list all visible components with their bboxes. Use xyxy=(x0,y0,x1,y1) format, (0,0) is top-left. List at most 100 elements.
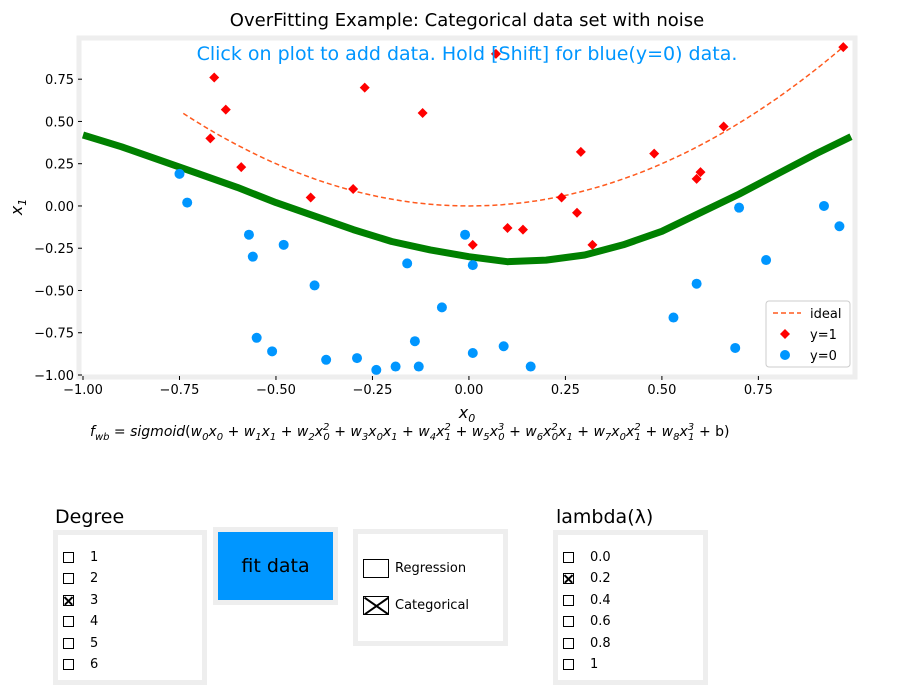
y-tick-label: −0.50 xyxy=(34,284,74,299)
lambda-checkbox[interactable] xyxy=(563,551,574,563)
data-point-y1 xyxy=(348,184,359,195)
degree-checkbox[interactable] xyxy=(63,551,74,563)
fit-data-button[interactable]: fit data xyxy=(213,527,338,605)
data-point-y1 xyxy=(305,192,316,203)
data-point-y1 xyxy=(502,222,513,233)
legend-y1-label: y=1 xyxy=(810,328,837,343)
data-point-y0 xyxy=(243,229,254,240)
data-point-y0 xyxy=(352,353,363,364)
degree-option[interactable]: 2 xyxy=(63,569,98,589)
degree-option[interactable]: 1 xyxy=(63,547,98,567)
lambda-checkbox[interactable] xyxy=(563,616,574,627)
degree-option[interactable]: 5 xyxy=(63,633,98,653)
lambda-option[interactable]: 0.2 xyxy=(563,569,611,589)
data-point-y1 xyxy=(359,82,370,93)
plot-click-instruction: Click on plot to add data. Hold [Shift] … xyxy=(197,43,738,65)
degree-checkbox[interactable] xyxy=(63,616,74,627)
data-point-y0 xyxy=(321,354,332,365)
data-point-y0 xyxy=(668,312,679,323)
y-axis: −1.00 −0.75 −0.50 −0.25 0.00 0.25 0.50 0.75 xyxy=(34,73,82,384)
x-tick-label: 0.00 xyxy=(454,383,483,398)
lambda-title: lambda(λ) xyxy=(556,506,654,528)
lambda-option-label: 1 xyxy=(590,657,599,672)
model-type-selector[interactable]: Regression Categorical xyxy=(353,529,508,646)
data-point-y1 xyxy=(236,162,247,173)
y-tick-label: 0.25 xyxy=(45,158,74,173)
fitted-decision-boundary xyxy=(81,131,853,266)
curve-layer xyxy=(81,46,853,266)
degree-selector[interactable]: 1 2 3 4 5 6 xyxy=(53,530,207,685)
model-type-option[interactable]: Categorical xyxy=(363,596,469,615)
fit-data-button-label[interactable]: fit data xyxy=(218,532,333,600)
y-tick-label: −0.75 xyxy=(34,327,74,342)
points-layer[interactable] xyxy=(174,42,849,375)
lambda-checkbox[interactable] xyxy=(563,659,574,670)
data-point-y1 xyxy=(575,146,586,157)
lambda-selector[interactable]: 0.0 0.2 0.4 0.6 0.8 1 xyxy=(553,530,708,685)
data-point-y1 xyxy=(220,104,231,115)
degree-checkbox[interactable] xyxy=(63,637,74,649)
degree-option-label: 3 xyxy=(90,592,99,608)
lambda-checkbox[interactable] xyxy=(563,594,574,606)
data-point-y0 xyxy=(182,197,193,208)
lambda-option[interactable]: 0.4 xyxy=(563,590,611,610)
degree-option[interactable]: 4 xyxy=(63,612,98,632)
lambda-option[interactable]: 0.8 xyxy=(563,633,611,653)
data-point-y1 xyxy=(209,72,220,83)
data-point-y1 xyxy=(649,148,660,159)
data-point-y0 xyxy=(413,361,424,372)
degree-checkbox[interactable] xyxy=(63,573,74,584)
legend-y0-swatch xyxy=(780,350,790,360)
degree-option-label: 4 xyxy=(90,614,99,629)
degree-option[interactable]: 3 xyxy=(63,590,98,610)
lambda-option[interactable]: 0.0 xyxy=(563,547,611,567)
data-point-y0 xyxy=(409,336,420,347)
model-type-checkbox[interactable] xyxy=(363,559,389,578)
data-point-y0 xyxy=(174,168,185,179)
data-point-y0 xyxy=(834,221,845,232)
lambda-option-label: 0.0 xyxy=(590,549,611,565)
data-point-y0 xyxy=(390,361,401,372)
degree-checkbox[interactable] xyxy=(63,659,74,670)
degree-option[interactable]: 6 xyxy=(63,655,98,675)
lambda-option[interactable]: 0.6 xyxy=(563,612,611,632)
data-point-y0 xyxy=(267,346,278,357)
data-point-y0 xyxy=(278,239,289,250)
data-point-y0 xyxy=(467,348,478,359)
model-type-label: Categorical xyxy=(395,598,470,613)
data-point-y0 xyxy=(734,202,745,213)
lambda-option[interactable]: 1 xyxy=(563,655,598,675)
degree-checkbox[interactable] xyxy=(63,594,74,606)
data-point-y0 xyxy=(309,280,320,291)
lambda-checkbox[interactable] xyxy=(563,573,574,584)
x-tick-label: 0.75 xyxy=(744,383,773,398)
data-point-y1 xyxy=(587,239,598,250)
data-point-y0 xyxy=(818,200,829,211)
data-point-y1 xyxy=(838,42,849,53)
x-axis-label: x0 xyxy=(458,403,475,425)
legend-ideal-label: ideal xyxy=(810,307,841,322)
model-type-checkbox[interactable] xyxy=(363,596,389,615)
degree-option-label: 6 xyxy=(90,657,99,672)
x-tick-label: −0.75 xyxy=(160,383,200,398)
data-point-y0 xyxy=(498,341,509,352)
lambda-checkbox[interactable] xyxy=(563,637,574,649)
data-point-y0 xyxy=(402,258,413,269)
model-type-option[interactable]: Regression xyxy=(363,559,466,578)
y-tick-label: 0.75 xyxy=(45,73,74,88)
chart-title: OverFitting Example: Categorical data se… xyxy=(230,10,704,31)
degree-option-label: 5 xyxy=(90,635,99,651)
data-point-y0 xyxy=(460,229,471,240)
x-axis: −1.00 −0.75 −0.50 −0.25 0.00 0.25 0.50 0.75 xyxy=(63,376,773,398)
lambda-option-label: 0.8 xyxy=(590,635,611,651)
y-tick-label: −0.25 xyxy=(34,242,74,257)
lambda-option-label: 0.4 xyxy=(590,592,611,608)
data-point-y1 xyxy=(467,239,478,250)
data-point-y0 xyxy=(691,278,702,289)
data-point-y0 xyxy=(761,255,772,266)
x-tick-label: −1.00 xyxy=(63,383,103,398)
data-point-y1 xyxy=(695,167,706,178)
data-point-y0 xyxy=(436,302,447,313)
data-point-y1 xyxy=(571,207,582,218)
x-tick-label: −0.50 xyxy=(256,383,296,398)
